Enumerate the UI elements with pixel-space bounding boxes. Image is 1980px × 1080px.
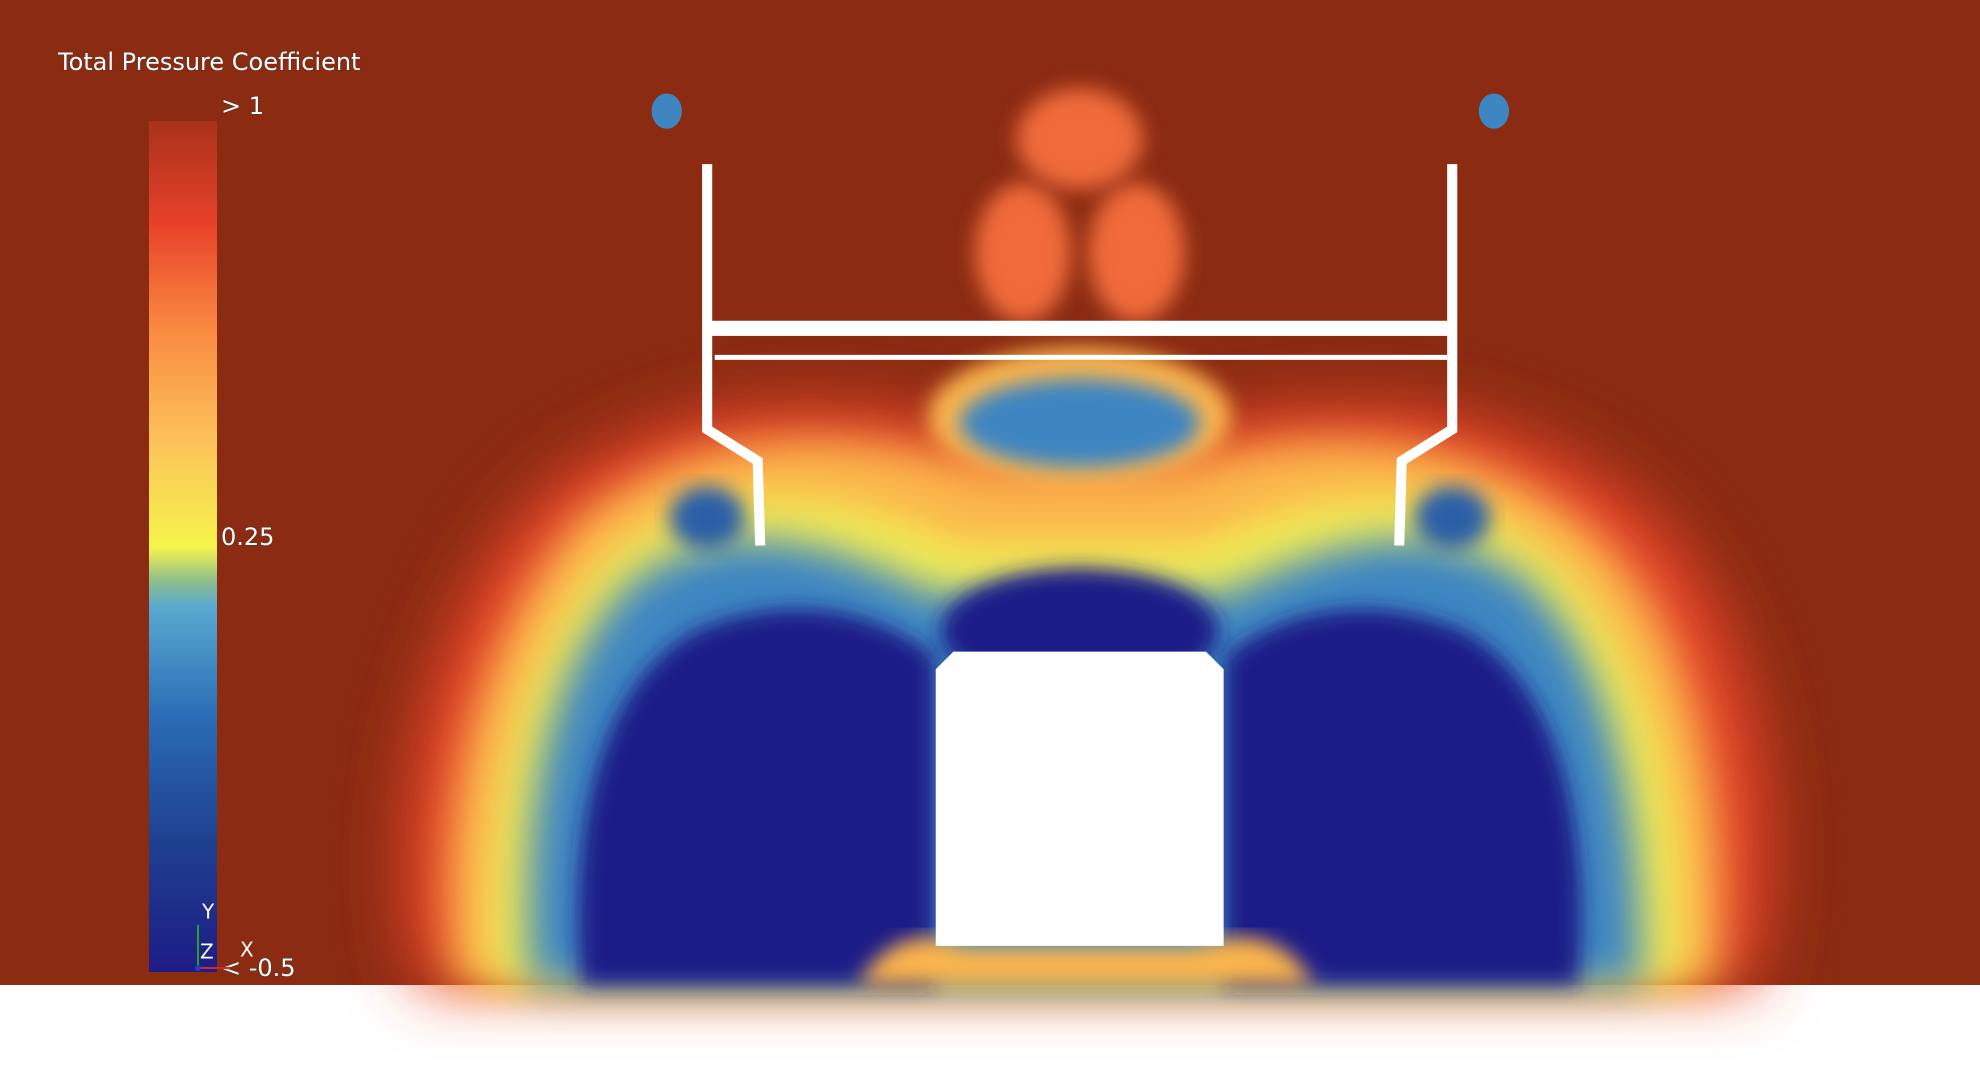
color-bar (149, 121, 217, 972)
triad-z-axis (195, 965, 201, 971)
triad-x-label: X (240, 938, 254, 962)
legend-tick-label: < -0.5 (221, 954, 296, 982)
triad-y-label: Y (201, 900, 215, 924)
legend-tick-label: 0.25 (221, 523, 274, 551)
legend-title: Total Pressure Coefficient (57, 48, 360, 76)
axis-triad: Y Z X (195, 900, 254, 971)
flow-field (404, 75, 1770, 985)
legend-tick-label: > 1 (221, 92, 264, 120)
triad-z-label: Z (200, 940, 214, 964)
legend-ticks: > 1 0.25 < -0.5 (221, 92, 296, 983)
